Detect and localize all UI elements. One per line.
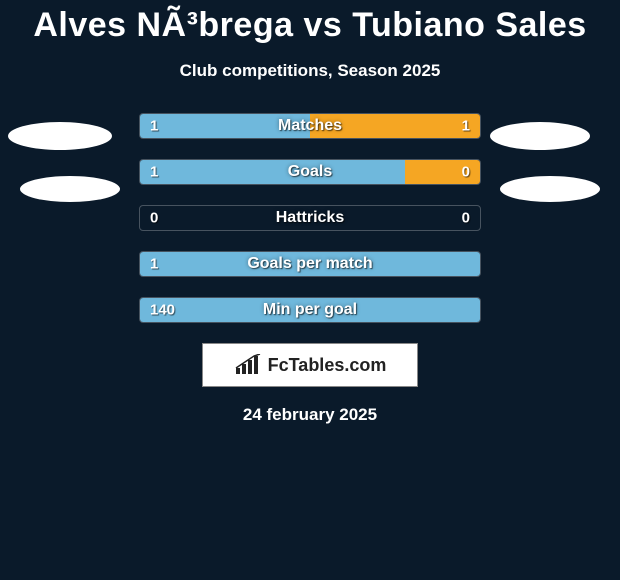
stat-value-left: 0 xyxy=(150,210,158,227)
decor-ellipse xyxy=(500,176,600,202)
page-title: Alves NÃ³brega vs Tubiano Sales xyxy=(0,0,620,45)
stat-row: Matches11 xyxy=(139,113,481,139)
stat-value-right: 0 xyxy=(462,210,470,227)
stat-bar-left xyxy=(140,298,480,322)
decor-ellipse xyxy=(490,122,590,150)
stat-bar-left xyxy=(140,252,480,276)
page-subtitle: Club competitions, Season 2025 xyxy=(0,61,620,81)
stat-bar-left xyxy=(140,114,310,138)
stat-row: Goals10 xyxy=(139,159,481,185)
stat-row: Goals per match1 xyxy=(139,251,481,277)
snapshot-date: 24 february 2025 xyxy=(0,405,620,425)
stat-label: Hattricks xyxy=(140,209,480,227)
stat-bar-right xyxy=(310,114,480,138)
decor-ellipse xyxy=(8,122,112,150)
stat-bar-right xyxy=(405,160,480,184)
stats-comparison: Matches11 Goals10 Hattricks0 0 Goals per mat… xyxy=(139,113,481,323)
stat-bar-left xyxy=(140,160,405,184)
decor-ellipse xyxy=(20,176,120,202)
source-logo-box: FcTables.com xyxy=(202,343,418,387)
stat-row: Min per goal140 xyxy=(139,297,481,323)
stat-row: Hattricks0 0 xyxy=(139,205,481,231)
source-logo-text: FcTables.com xyxy=(268,355,387,376)
bars-icon xyxy=(234,354,262,376)
